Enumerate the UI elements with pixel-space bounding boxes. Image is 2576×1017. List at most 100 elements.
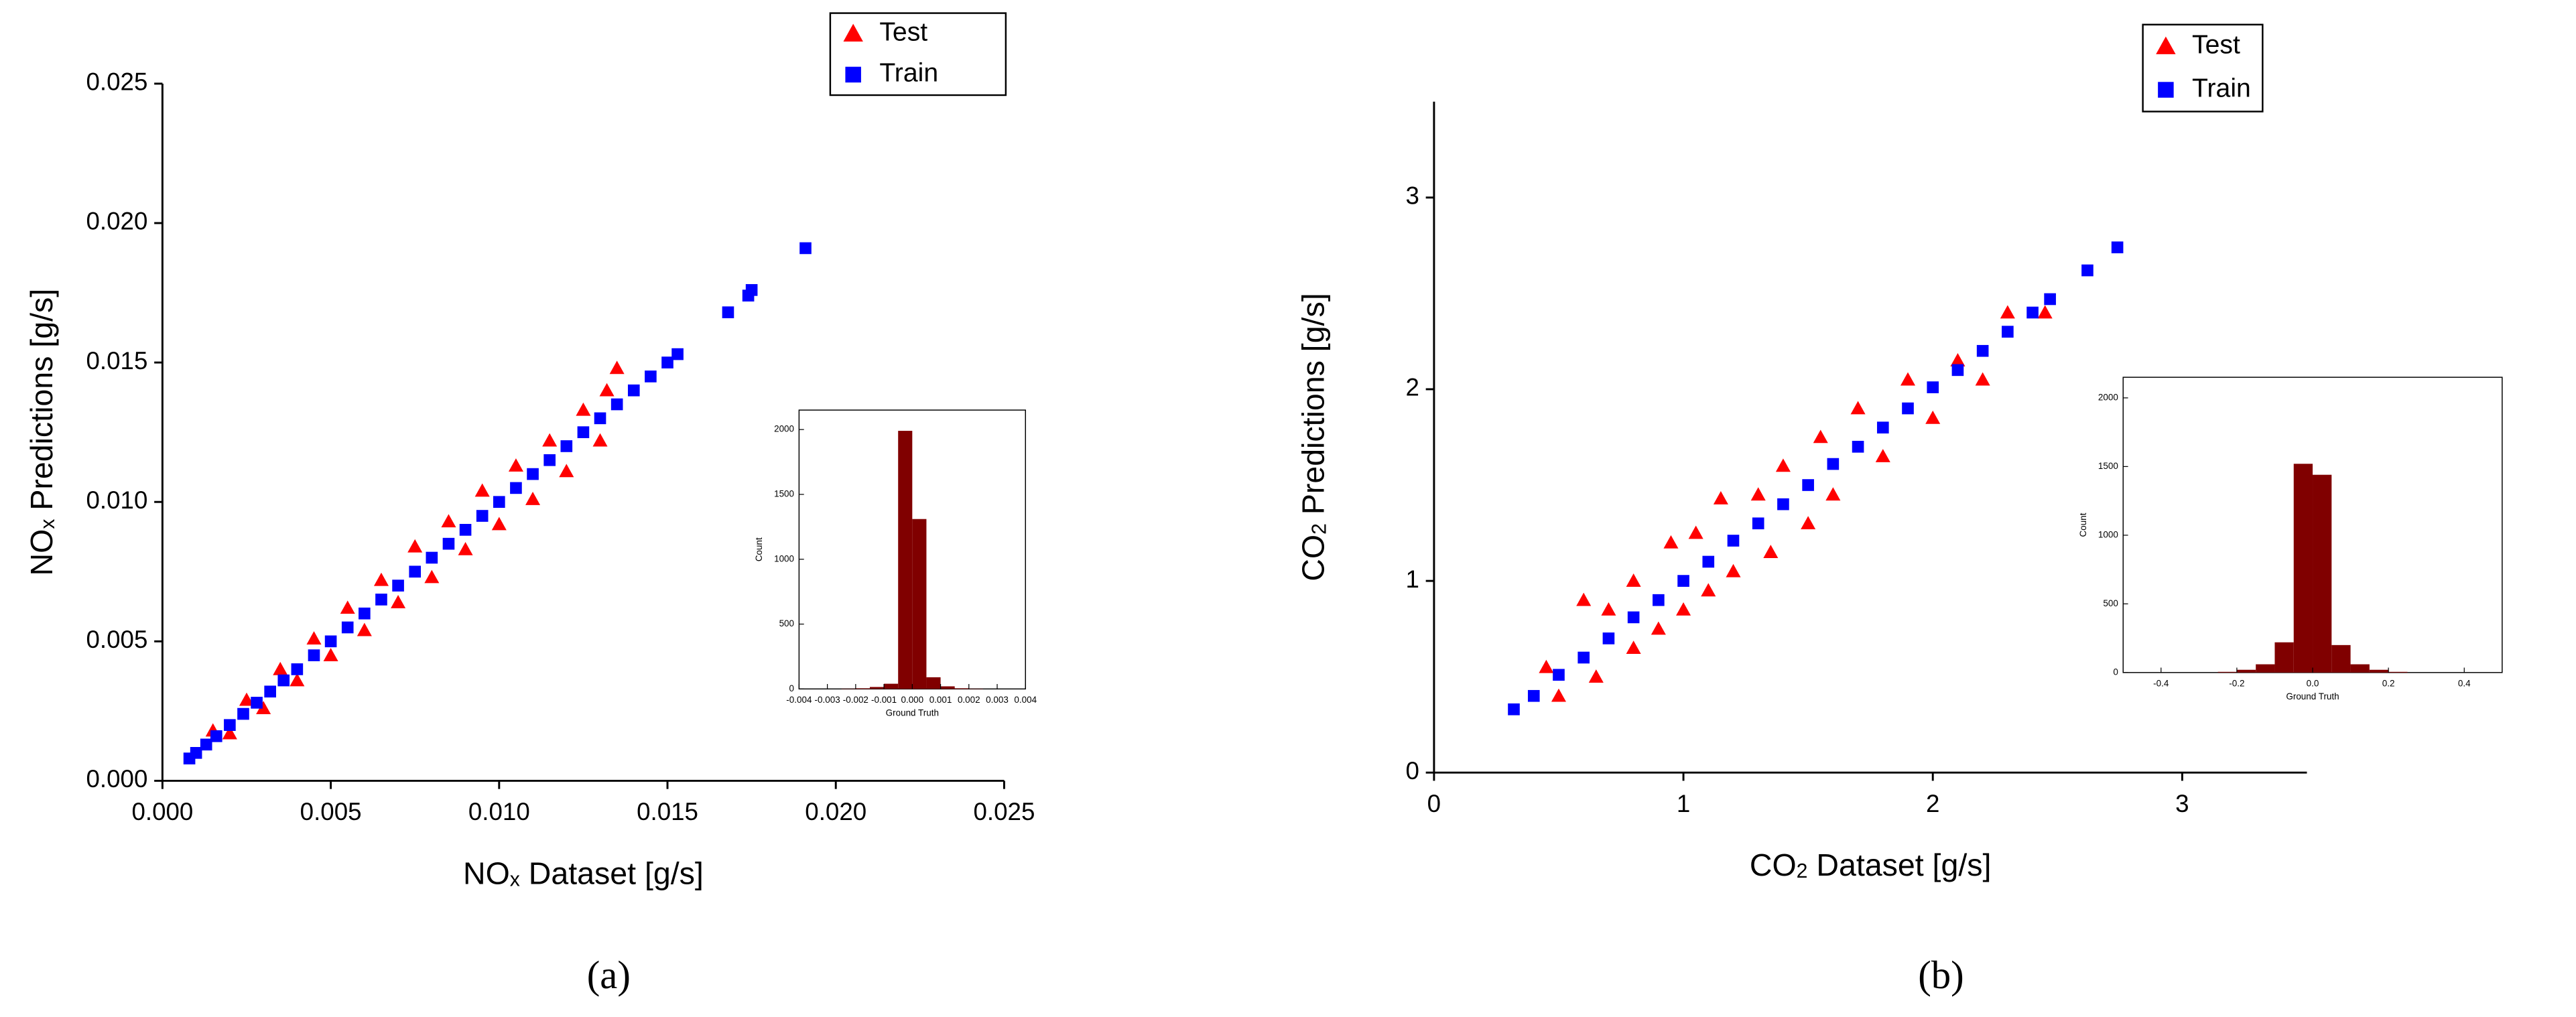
histogram-bar [855, 688, 870, 689]
x-tick-label: 0.001 [929, 695, 952, 705]
triangle-marker [407, 539, 423, 553]
triangle-marker [491, 517, 507, 531]
triangle-marker [576, 402, 591, 416]
legend-label: Train [879, 59, 938, 88]
y-axis-label: Count [754, 537, 764, 561]
y-tick-label: 0.020 [86, 208, 147, 235]
axis-label: CO2 Dataset [g/s] [1750, 848, 1992, 882]
square-marker [2026, 306, 2039, 319]
histogram-bar [940, 686, 955, 689]
y-tick-label: 0 [1405, 757, 1419, 785]
axis-label-part: CO [1296, 535, 1331, 582]
square-marker [493, 496, 505, 508]
square-marker [308, 649, 320, 661]
axis-label-part: Dataset [g/s] [1807, 848, 1991, 882]
square-marker [745, 284, 758, 296]
axis-label: NOx Dataset [g/s] [463, 856, 704, 891]
triangle-marker [256, 701, 271, 715]
triangle-marker [373, 572, 389, 586]
x-tick-label: -0.003 [815, 695, 840, 705]
x-tick-label: 0.2 [2382, 679, 2395, 689]
x-tick-label: 2 [1926, 790, 1939, 817]
legend-label: Test [2192, 31, 2240, 60]
axis-label-part: 2 [1309, 523, 1331, 535]
square-marker [1876, 421, 1889, 434]
axis-label: CO2 Predictions [g/s] [1296, 293, 1331, 581]
axis-label-part: NO [24, 529, 59, 576]
square-marker [1702, 555, 1715, 568]
square-marker [426, 551, 438, 564]
square-marker [324, 635, 337, 648]
square-marker [277, 674, 290, 687]
triangle-marker [458, 541, 473, 555]
triangle-marker [599, 383, 615, 397]
y-tick-label: 500 [779, 618, 794, 628]
y-axis-label: Count [2078, 513, 2088, 537]
triangle-marker [1688, 525, 1703, 539]
square-marker [845, 66, 861, 83]
square-marker [341, 621, 354, 634]
y-tick-label: 1500 [2098, 461, 2118, 471]
x-tick-label: 0.004 [1014, 695, 1037, 705]
triangle-marker [2000, 305, 2015, 319]
triangle-marker [592, 433, 608, 447]
histogram-bar [2293, 464, 2313, 673]
triangle-marker [559, 464, 574, 478]
square-marker [560, 440, 573, 452]
x-axis-label: Ground Truth [2286, 691, 2339, 701]
square-marker [1777, 498, 1789, 511]
histogram-bar [926, 677, 941, 689]
y-tick-label: 0.010 [86, 486, 147, 514]
square-marker [1602, 632, 1615, 645]
triangle-marker [1900, 372, 1916, 386]
legend-label: Train [2192, 74, 2251, 103]
x-tick-label: 0.025 [973, 798, 1035, 825]
square-marker [1627, 611, 1640, 624]
square-marker [594, 412, 606, 425]
square-marker [1727, 535, 1740, 547]
square-marker [459, 524, 472, 536]
triangle-marker [441, 514, 456, 528]
axis-label-part: CO [1750, 848, 1797, 882]
triangle-marker [306, 631, 322, 645]
x-tick-label: 0.010 [468, 798, 530, 825]
square-marker [392, 580, 404, 592]
x-tick-label: 0.020 [805, 798, 866, 825]
x-tick-label: -0.004 [786, 695, 812, 705]
y-tick-label: 0.025 [86, 68, 147, 96]
triangle-marker [340, 600, 355, 614]
triangle-marker [1651, 621, 1666, 635]
square-marker [661, 356, 673, 368]
x-tick-label: 0.005 [300, 798, 362, 825]
square-marker [237, 707, 249, 720]
triangle-marker [1726, 563, 1741, 578]
x-tick-label: 0 [1427, 790, 1441, 817]
triangle-marker [1676, 602, 1691, 616]
axis-label-part: Predictions [g/s] [24, 289, 59, 519]
triangle-marker [323, 648, 338, 661]
square-marker [1951, 364, 1964, 377]
y-tick-label: 0.015 [86, 347, 147, 375]
triangle-marker [289, 673, 305, 687]
x-tick-label: 0.000 [131, 798, 193, 825]
triangle-marker [1875, 449, 1890, 462]
square-marker [2158, 82, 2174, 98]
square-marker [799, 242, 812, 255]
triangle-marker [1801, 516, 1816, 530]
triangle-marker [391, 595, 406, 608]
triangle-marker [1775, 458, 1791, 472]
x-tick-label: -0.4 [2153, 679, 2169, 689]
legend-box [2142, 23, 2264, 113]
square-marker [1827, 458, 1840, 470]
square-marker [1752, 517, 1764, 530]
x-tick-label: 3 [2175, 790, 2189, 817]
axis-label: NOx Predictions [g/s] [24, 289, 59, 576]
triangle-marker [1750, 487, 1766, 501]
square-marker [291, 663, 304, 675]
square-marker [1577, 651, 1590, 664]
triangle-marker [2156, 36, 2176, 54]
square-marker [2111, 241, 2124, 254]
histogram-bar [2331, 645, 2351, 673]
triangle-marker [239, 692, 255, 706]
x-tick-label: 0.0 [2307, 679, 2319, 689]
